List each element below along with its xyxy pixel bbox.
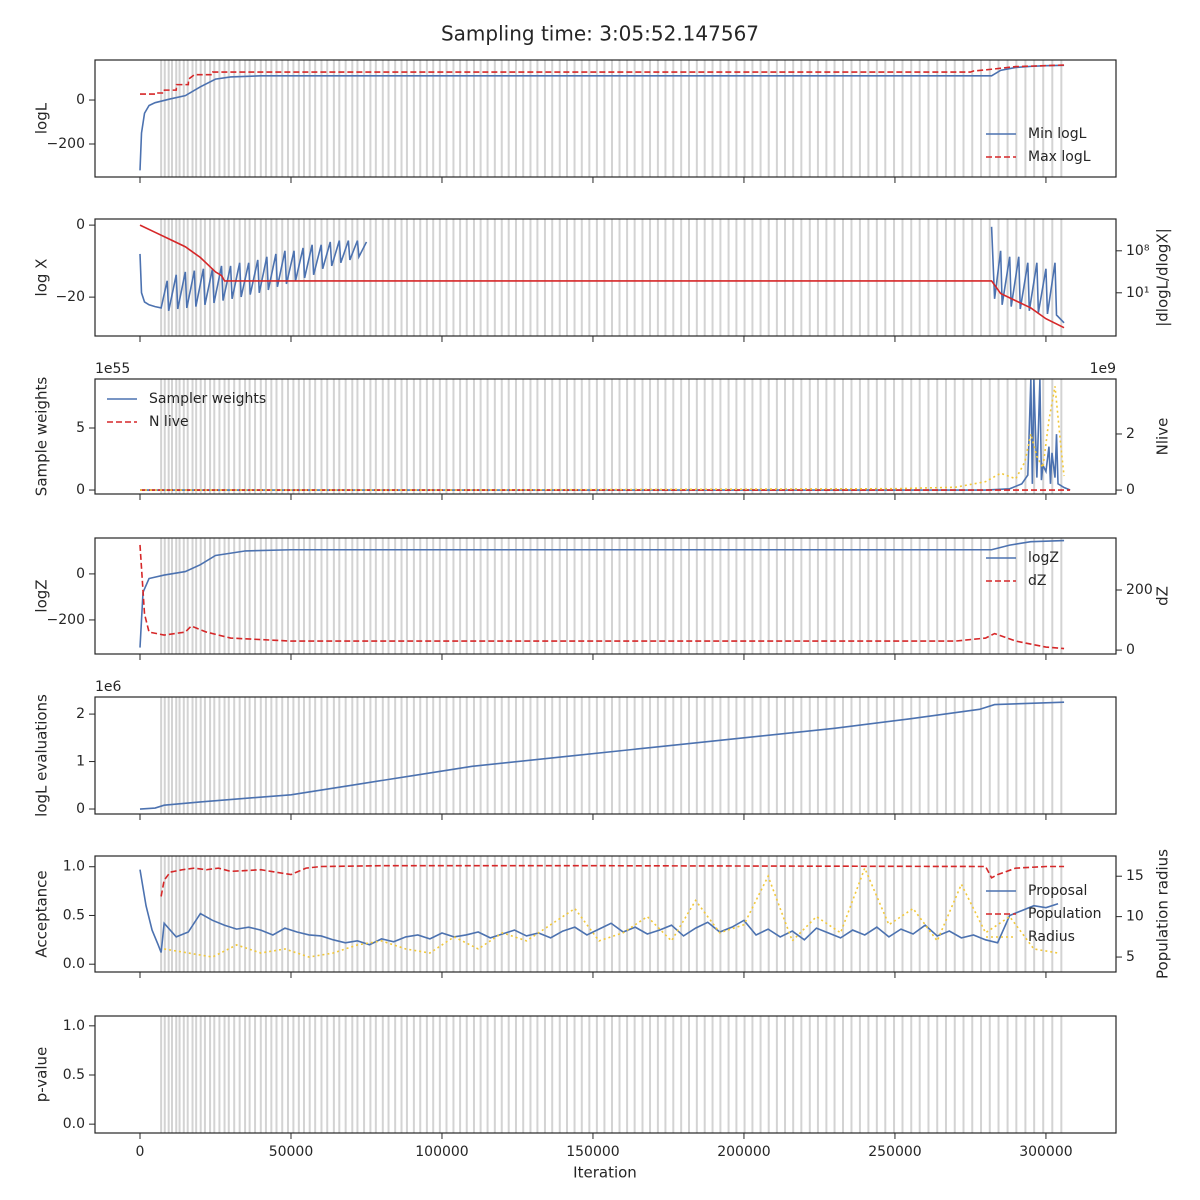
plot-area bbox=[140, 379, 1071, 494]
series-line bbox=[160, 864, 1065, 897]
y-tick-label: 0.5 bbox=[63, 907, 85, 923]
x-tick-label: 300000 bbox=[1019, 1144, 1072, 1160]
plot-area bbox=[139, 219, 1065, 336]
y-axis-label: p-value bbox=[33, 1047, 51, 1103]
y-tick-label: 0.5 bbox=[63, 1067, 85, 1083]
y-tick-label: 1.0 bbox=[63, 859, 85, 875]
frame bbox=[94, 59, 1117, 178]
legend-label: Max logL bbox=[1028, 149, 1091, 165]
y-axis-label: log X bbox=[33, 259, 51, 297]
series-line bbox=[139, 224, 1065, 329]
y-axis-label: Acceptance bbox=[33, 870, 51, 957]
series-line bbox=[139, 226, 1065, 324]
y-offset-label: 1e55 bbox=[95, 361, 130, 377]
series-line bbox=[140, 64, 1065, 95]
series-line bbox=[139, 544, 1065, 650]
plot-area bbox=[160, 1016, 1063, 1133]
series-line bbox=[139, 64, 1065, 171]
y-offset-label: 1e6 bbox=[95, 679, 122, 695]
legend-label: logZ bbox=[1028, 550, 1059, 566]
y2-axis-label: |dlogL/dlogX| bbox=[1154, 228, 1172, 327]
x-axis-label: Iteration bbox=[573, 1164, 637, 1182]
series-line bbox=[139, 869, 1059, 953]
frame bbox=[94, 855, 1117, 973]
x-tick-label: 50000 bbox=[269, 1144, 314, 1160]
panel: 0 1 2 logL evaluations 1e6 bbox=[33, 679, 1117, 820]
x-tick-label: 0 bbox=[136, 1144, 145, 1160]
y-tick-label: 0 bbox=[76, 801, 85, 817]
x-tick-label: 200000 bbox=[717, 1144, 770, 1160]
y-tick-label: 1.0 bbox=[63, 1018, 85, 1034]
y-tick-label: −200 bbox=[47, 612, 85, 628]
frame bbox=[94, 378, 1117, 495]
y-tick-label: 5 bbox=[76, 420, 85, 436]
y-axis-label: logL evaluations bbox=[33, 694, 51, 817]
y-tick-label: −200 bbox=[47, 136, 85, 152]
panel: −200 0 logL Min logL Max logL bbox=[33, 59, 1117, 183]
y2-tick-label: 10⁸ bbox=[1126, 243, 1150, 259]
y2-tick-label: 2 bbox=[1126, 426, 1135, 442]
legend-label: Min logL bbox=[1028, 126, 1087, 142]
x-tick-label: 250000 bbox=[868, 1144, 921, 1160]
y2-axis-label: dZ bbox=[1154, 586, 1172, 606]
plot-area bbox=[139, 856, 1065, 972]
y2-tick-label: 0 bbox=[1126, 642, 1135, 658]
y2-tick-label: 10 bbox=[1126, 909, 1144, 925]
y2-tick-label: 5 bbox=[1126, 949, 1135, 965]
plot-area bbox=[139, 60, 1065, 177]
y-tick-label: 0.0 bbox=[63, 1116, 85, 1132]
series-line bbox=[140, 386, 1065, 491]
legend-label: dZ bbox=[1028, 573, 1046, 589]
panel: −200 0 0 200 logZ dZ logZ dZ bbox=[33, 537, 1172, 660]
legend-label: Sampler weights bbox=[149, 391, 266, 407]
legend-label: Radius bbox=[1028, 929, 1075, 945]
series-line bbox=[164, 865, 1059, 958]
y2-tick-label: 200 bbox=[1126, 582, 1153, 598]
y-tick-label: 0 bbox=[76, 482, 85, 498]
y-tick-label: 0.0 bbox=[63, 956, 85, 972]
y-tick-label: 1 bbox=[76, 754, 85, 770]
y-tick-label: 0 bbox=[76, 92, 85, 108]
plot-area bbox=[139, 538, 1065, 654]
series-line bbox=[139, 539, 1065, 648]
series-line bbox=[139, 701, 1065, 810]
y-tick-label: 0 bbox=[76, 217, 85, 233]
frame bbox=[94, 218, 1117, 337]
x-tick-label: 150000 bbox=[566, 1144, 619, 1160]
y-tick-label: 0 bbox=[76, 566, 85, 582]
y-tick-label: −20 bbox=[55, 289, 85, 305]
y-axis-label: logZ bbox=[33, 579, 51, 612]
y-tick-label: 2 bbox=[76, 706, 85, 722]
legend-label: Population bbox=[1028, 906, 1102, 922]
plot-area bbox=[139, 697, 1065, 814]
y2-tick-label: 10¹ bbox=[1126, 285, 1149, 301]
y2-offset-label: 1e9 bbox=[1090, 361, 1116, 377]
frame bbox=[94, 537, 1117, 655]
panel: −20 0 10¹ 10⁸ log X |dlogL/dlogX| bbox=[33, 217, 1172, 342]
panel: 0 5 0 2 Sample weights Nlive 1e55 1e9 Sampler we… bbox=[33, 361, 1172, 500]
series-line bbox=[140, 379, 1071, 491]
chart-title: Sampling time: 3:05:52.147567 bbox=[441, 22, 759, 46]
y2-tick-label: 0 bbox=[1126, 482, 1135, 498]
y-axis-label: Sample weights bbox=[33, 377, 51, 497]
x-tick-label: 100000 bbox=[415, 1144, 468, 1160]
legend-label: N live bbox=[149, 414, 189, 430]
y2-tick-label: 15 bbox=[1126, 868, 1144, 884]
panel: 0.0 0.5 1.0 0 50000 100000 150000 200000 250000 3… bbox=[33, 1015, 1117, 1160]
frame bbox=[94, 696, 1117, 815]
y2-axis-label: Population radius bbox=[1154, 849, 1172, 979]
y2-axis-label: Nlive bbox=[1154, 418, 1172, 456]
legend-label: Proposal bbox=[1028, 883, 1087, 899]
panel: 0.0 0.5 1.0 5 10 15 Acceptance Population radiu… bbox=[33, 849, 1172, 979]
y-axis-label: logL bbox=[33, 102, 51, 134]
